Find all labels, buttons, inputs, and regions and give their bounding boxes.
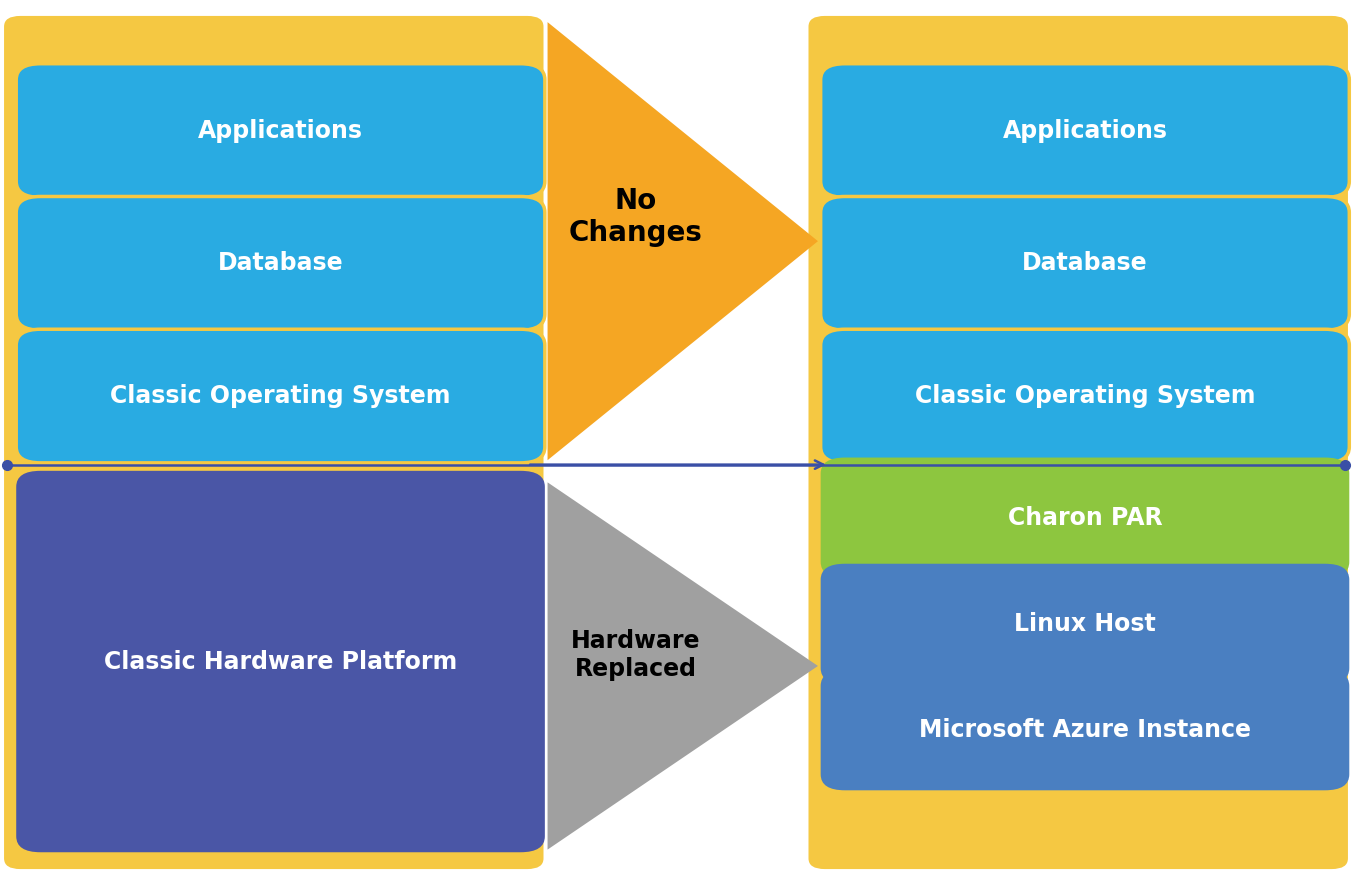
Text: Classic Operating System: Classic Operating System <box>111 384 450 408</box>
Text: Microsoft Azure Instance: Microsoft Azure Instance <box>919 718 1251 743</box>
FancyBboxPatch shape <box>16 471 545 852</box>
FancyBboxPatch shape <box>808 16 1348 869</box>
Text: Charon PAR: Charon PAR <box>1007 505 1163 530</box>
Text: Applications: Applications <box>1002 119 1168 142</box>
Text: Linux Host: Linux Host <box>1014 612 1156 636</box>
Polygon shape <box>548 482 818 850</box>
Text: Database: Database <box>1022 251 1148 275</box>
Text: Database: Database <box>218 251 343 275</box>
Text: Classic Hardware Platform: Classic Hardware Platform <box>104 650 457 673</box>
FancyBboxPatch shape <box>16 329 545 463</box>
FancyBboxPatch shape <box>821 564 1349 684</box>
FancyBboxPatch shape <box>821 458 1349 578</box>
Text: Applications: Applications <box>197 119 364 142</box>
FancyBboxPatch shape <box>16 196 545 330</box>
Text: No
Changes: No Changes <box>568 187 703 247</box>
Text: Hardware
Replaced: Hardware Replaced <box>571 629 700 681</box>
Text: Classic Operating System: Classic Operating System <box>915 384 1255 408</box>
FancyBboxPatch shape <box>821 196 1349 330</box>
FancyBboxPatch shape <box>821 64 1349 197</box>
FancyBboxPatch shape <box>16 64 545 197</box>
FancyBboxPatch shape <box>821 670 1349 790</box>
FancyBboxPatch shape <box>4 16 544 869</box>
FancyBboxPatch shape <box>821 329 1349 463</box>
Polygon shape <box>548 22 818 460</box>
